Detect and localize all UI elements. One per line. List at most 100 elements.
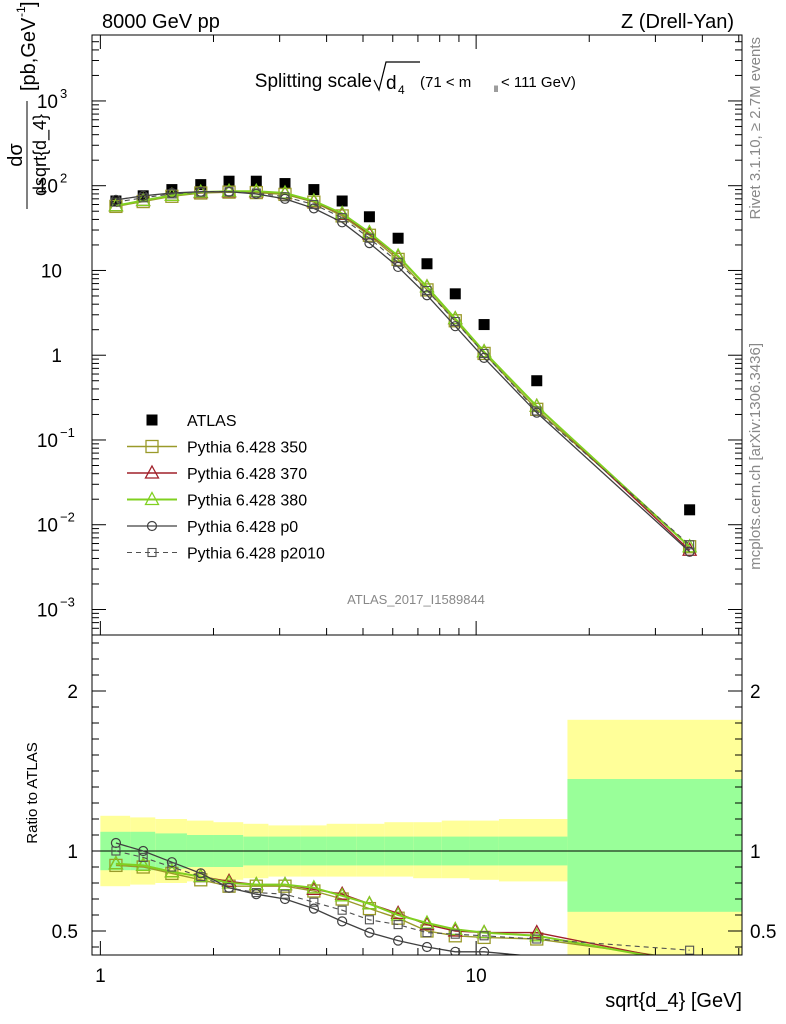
- legend-label: Pythia 6.428 p2010: [187, 546, 325, 563]
- data-point: [111, 197, 121, 207]
- legend-label: Pythia 6.428 380: [187, 493, 307, 510]
- data-point: [135, 857, 151, 872]
- series-pythia-6-428-p2010: [111, 187, 695, 550]
- data-point: [146, 520, 158, 532]
- y-tick-exponent: −1: [60, 425, 75, 440]
- y-tick-exponent: −2: [60, 510, 75, 525]
- svg-text:dsqrt{d_4}: dsqrt{d_4}: [30, 114, 51, 196]
- data-point: [450, 946, 461, 955]
- data-point: [145, 439, 159, 454]
- ratio-panel-series: [108, 837, 695, 955]
- data-point: [685, 540, 695, 550]
- y-tick-exponent: −3: [60, 594, 75, 609]
- data-point: [308, 903, 319, 914]
- series-line: [115, 191, 691, 553]
- ratio-line: [115, 864, 660, 955]
- data-point: [280, 889, 290, 899]
- data-point: [529, 924, 545, 939]
- title-tail-end: < 111 GeV): [501, 74, 576, 91]
- data-point: [393, 935, 404, 946]
- x-axis-label: sqrt{d_4} [GeV]: [605, 990, 742, 1012]
- data-point: [138, 852, 148, 862]
- svg-text:-1: -1: [14, 6, 28, 17]
- chart-title: Splitting scale d 4 (71 < m ll < 111 GeV…: [255, 61, 576, 97]
- ratio-series-pythia-6-428-p2010: [111, 846, 695, 955]
- data-point: [337, 217, 348, 228]
- x-tick-label: 1: [95, 966, 106, 987]
- data-point: [364, 927, 375, 938]
- data-point: [337, 213, 347, 223]
- data-point: [479, 931, 489, 941]
- ratio-line: [115, 842, 527, 955]
- data-point: [449, 288, 461, 300]
- band-inner: [567, 779, 742, 912]
- data-point: [450, 929, 460, 939]
- main-ylabel: dσ dsqrt{d_4} [pb,GeV -1 ]: [5, 1, 51, 209]
- title-tail-sub: ll: [494, 84, 498, 94]
- data-point: [334, 205, 350, 220]
- legend-label: Pythia 6.428 370: [187, 466, 307, 483]
- series-line: [115, 190, 691, 548]
- data-point: [393, 920, 403, 930]
- data-point: [422, 928, 432, 938]
- ratio-y-tick-label: 0.5: [52, 922, 78, 943]
- data-point: [109, 199, 123, 214]
- data-point: [196, 187, 206, 197]
- ratio-y-tick-label-right: 2: [750, 682, 761, 703]
- series-atlas: [110, 175, 696, 516]
- data-point: [532, 406, 542, 416]
- data-point: [144, 464, 160, 479]
- data-point: [224, 187, 234, 197]
- data-point: [390, 247, 406, 262]
- main-panel-series: [108, 175, 698, 557]
- ratio-y-tick-label: 1: [67, 842, 78, 863]
- data-point: [364, 233, 374, 243]
- y-tick-label: 10: [37, 431, 58, 452]
- data-point: [476, 343, 492, 358]
- data-point: [478, 319, 490, 331]
- ratio-y-tick-label-right: 0.5: [750, 922, 776, 943]
- data-point: [108, 197, 124, 212]
- mcplots-label: mcplots.cern.ch [arXiv:1306.3436]: [747, 343, 764, 570]
- data-point: [393, 257, 403, 267]
- data-point: [392, 232, 404, 244]
- data-point: [138, 845, 149, 857]
- data-point: [334, 885, 350, 900]
- data-point: [223, 175, 235, 187]
- data-point: [422, 285, 432, 296]
- data-point: [479, 348, 489, 358]
- data-point: [334, 887, 350, 902]
- ratio-y-tick-label: 2: [67, 682, 78, 703]
- data-point: [279, 178, 291, 190]
- data-point: [167, 862, 177, 872]
- data-point: [144, 491, 160, 506]
- x-tick-label: 10: [466, 966, 487, 987]
- data-point: [280, 192, 290, 202]
- data-point: [531, 375, 543, 387]
- y-tick-label: 1: [51, 346, 62, 367]
- data-point: [363, 211, 375, 223]
- data-point: [111, 846, 121, 856]
- data-point: [196, 872, 206, 882]
- data-point: [306, 879, 322, 894]
- series-line: [115, 191, 690, 546]
- legend-label: ATLAS: [187, 413, 237, 430]
- data-point: [250, 175, 262, 187]
- ratio-panel-frame: [91, 634, 743, 956]
- rivet-label: Rivet 3.1.10, ≥ 2.7M events: [747, 37, 764, 220]
- data-point: [421, 258, 433, 270]
- legend-label: Pythia 6.428 350: [187, 440, 307, 457]
- y-tick-label: 10: [37, 600, 58, 621]
- y-tick-label: 10: [37, 516, 58, 537]
- svg-text:[pb,GeV: [pb,GeV: [18, 17, 40, 91]
- y-tick-exponent: 2: [60, 171, 67, 186]
- analysis-watermark: ATLAS_2017_I1589844: [347, 592, 485, 607]
- data-point: [277, 876, 293, 891]
- ratio-line: [115, 862, 651, 955]
- data-point: [532, 934, 542, 944]
- ratio-ylabel: Ratio to ATLAS: [24, 742, 41, 843]
- data-point: [478, 946, 490, 955]
- sqrt-symbol: [373, 61, 420, 92]
